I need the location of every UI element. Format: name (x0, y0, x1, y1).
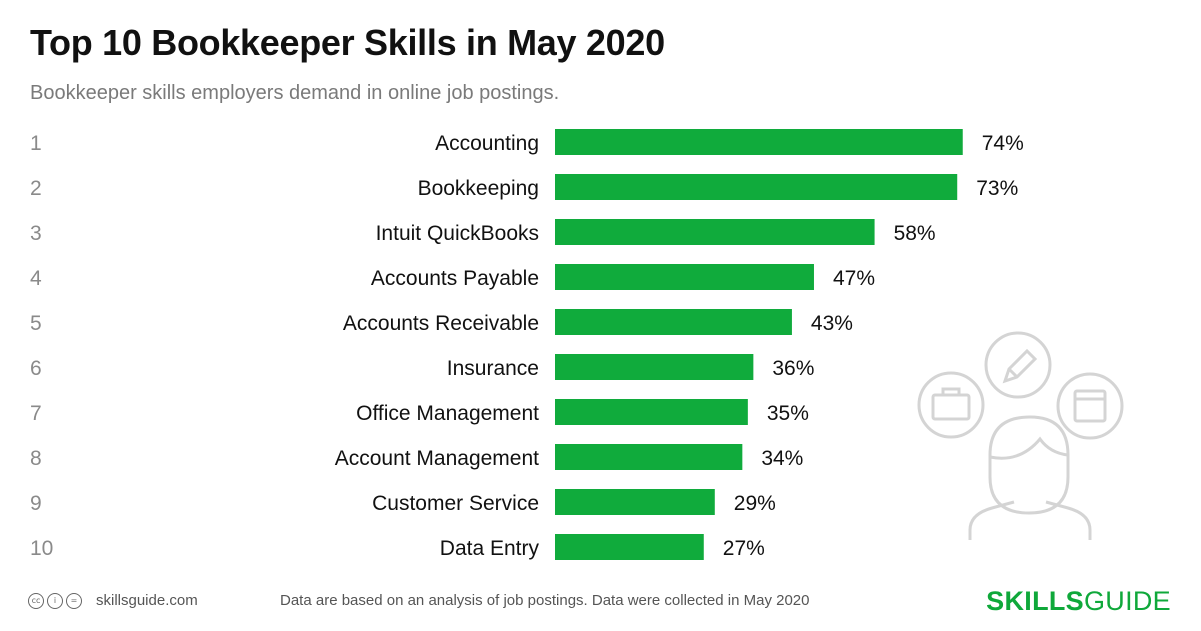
bar-chart: 1 Accounting 74% 2 Bookkeeping 73% 3 Intuit Qui… (30, 129, 1024, 560)
category-label: Accounts Payable (371, 267, 539, 290)
pencil-icon (984, 331, 1052, 399)
rank-label: 2 (30, 177, 42, 200)
bar (555, 534, 704, 560)
window-icon (1056, 372, 1124, 440)
category-label: Accounts Receivable (343, 312, 539, 335)
rank-label: 3 (30, 222, 42, 245)
value-label: 47% (833, 267, 875, 290)
person-head-icon (988, 415, 1070, 515)
bar (555, 309, 792, 335)
category-label: Accounting (435, 132, 539, 155)
brand-logo: SKILLSGUIDE (986, 586, 1171, 616)
bar (555, 219, 875, 245)
category-label: Office Management (356, 402, 539, 425)
rank-label: 6 (30, 357, 42, 380)
category-label: Account Management (335, 447, 539, 470)
briefcase-icon (917, 371, 985, 439)
rank-label: 9 (30, 492, 42, 515)
category-label: Customer Service (372, 492, 539, 515)
chart-subtitle: Bookkeeper skills employers demand in on… (30, 82, 560, 104)
category-label: Bookkeeping (418, 177, 539, 200)
bar (555, 489, 715, 515)
bar (555, 399, 748, 425)
bar (555, 444, 743, 470)
value-label: 74% (982, 132, 1024, 155)
value-label: 43% (811, 312, 853, 335)
footer-attribution: cc i = skillsguide.com (28, 592, 198, 609)
bar (555, 354, 754, 380)
category-label: Data Entry (440, 537, 540, 560)
by-icon: i (47, 592, 63, 609)
value-label: 73% (976, 177, 1018, 200)
bar (555, 264, 814, 290)
rank-label: 7 (30, 402, 42, 425)
chart-title: Top 10 Bookkeeper Skills in May 2020 (30, 22, 665, 63)
value-label: 36% (772, 357, 814, 380)
value-label: 58% (894, 222, 936, 245)
rank-label: 4 (30, 267, 42, 290)
value-label: 35% (767, 402, 809, 425)
value-label: 27% (723, 537, 765, 560)
rank-label: 10 (30, 537, 53, 560)
cc-icon: cc (28, 592, 44, 609)
value-label: 29% (734, 492, 776, 515)
value-label: 34% (761, 447, 803, 470)
category-label: Insurance (447, 357, 539, 380)
footer-note: Data are based on an analysis of job pos… (280, 592, 810, 609)
rank-label: 5 (30, 312, 42, 335)
creative-commons-icons: cc i = (28, 592, 82, 609)
rank-label: 8 (30, 447, 42, 470)
category-label: Intuit QuickBooks (376, 222, 539, 245)
bar (555, 174, 958, 200)
rank-label: 1 (30, 132, 42, 155)
bar (555, 129, 963, 155)
worker-skills-illustration (917, 331, 1124, 540)
equals-icon: = (66, 592, 82, 609)
footer-site-link[interactable]: skillsguide.com (96, 592, 198, 609)
